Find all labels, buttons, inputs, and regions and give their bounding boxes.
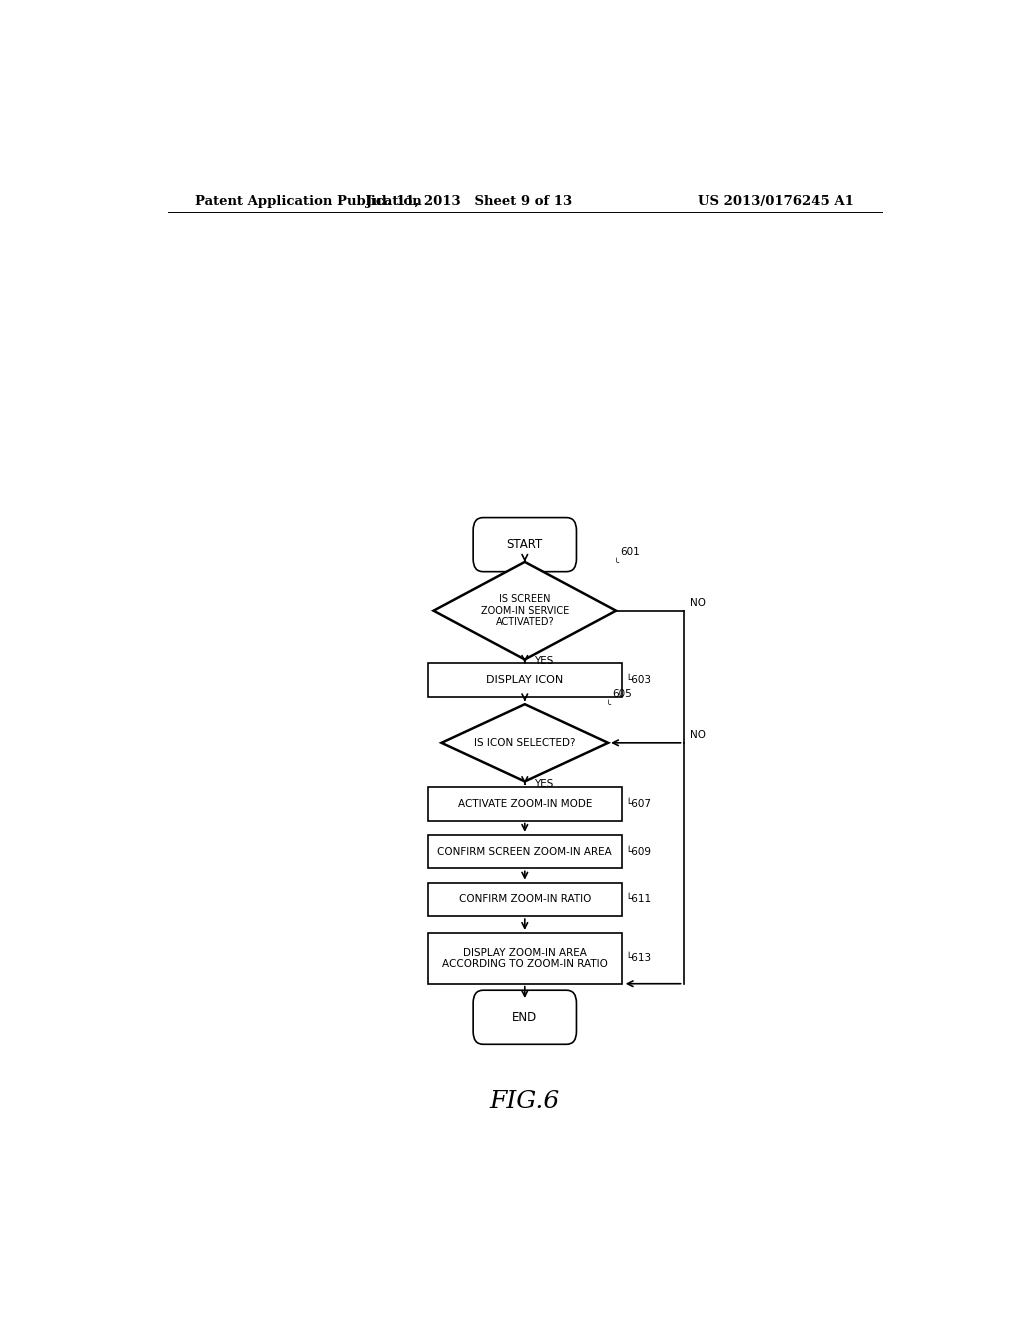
- Polygon shape: [433, 562, 616, 660]
- Text: Patent Application Publication: Patent Application Publication: [196, 194, 422, 207]
- Text: IS ICON SELECTED?: IS ICON SELECTED?: [474, 738, 575, 748]
- Text: └609: └609: [626, 846, 651, 857]
- Text: ╰: ╰: [613, 558, 618, 566]
- FancyBboxPatch shape: [473, 990, 577, 1044]
- Bar: [428, 883, 622, 916]
- Text: YES: YES: [535, 656, 554, 667]
- Text: 601: 601: [620, 546, 640, 557]
- Text: DISPLAY ICON: DISPLAY ICON: [486, 675, 563, 685]
- Text: NO: NO: [690, 730, 706, 739]
- Text: CONFIRM SCREEN ZOOM-IN AREA: CONFIRM SCREEN ZOOM-IN AREA: [437, 846, 612, 857]
- Bar: [428, 834, 622, 869]
- Text: └603: └603: [626, 675, 651, 685]
- Bar: [428, 787, 622, 821]
- Text: ACTIVATE ZOOM-IN MODE: ACTIVATE ZOOM-IN MODE: [458, 799, 592, 809]
- Text: CONFIRM ZOOM-IN RATIO: CONFIRM ZOOM-IN RATIO: [459, 895, 591, 904]
- Text: START: START: [507, 539, 543, 552]
- FancyBboxPatch shape: [473, 517, 577, 572]
- Text: └611: └611: [626, 895, 651, 904]
- Text: IS SCREEN
ZOOM-IN SERVICE
ACTIVATED?: IS SCREEN ZOOM-IN SERVICE ACTIVATED?: [480, 594, 569, 627]
- Text: └607: └607: [626, 799, 651, 809]
- Text: ╰: ╰: [606, 700, 610, 709]
- Bar: [428, 663, 622, 697]
- Text: └613: └613: [626, 953, 651, 964]
- Bar: [428, 933, 622, 983]
- Text: FIG.6: FIG.6: [489, 1090, 560, 1113]
- Text: YES: YES: [535, 779, 554, 789]
- Polygon shape: [441, 704, 608, 781]
- Text: 605: 605: [612, 689, 632, 700]
- Text: END: END: [512, 1011, 538, 1024]
- Text: Jul. 11, 2013   Sheet 9 of 13: Jul. 11, 2013 Sheet 9 of 13: [367, 194, 572, 207]
- Text: DISPLAY ZOOM-IN AREA
ACCORDING TO ZOOM-IN RATIO: DISPLAY ZOOM-IN AREA ACCORDING TO ZOOM-I…: [442, 948, 607, 969]
- Text: US 2013/0176245 A1: US 2013/0176245 A1: [698, 194, 854, 207]
- Text: NO: NO: [690, 598, 706, 607]
